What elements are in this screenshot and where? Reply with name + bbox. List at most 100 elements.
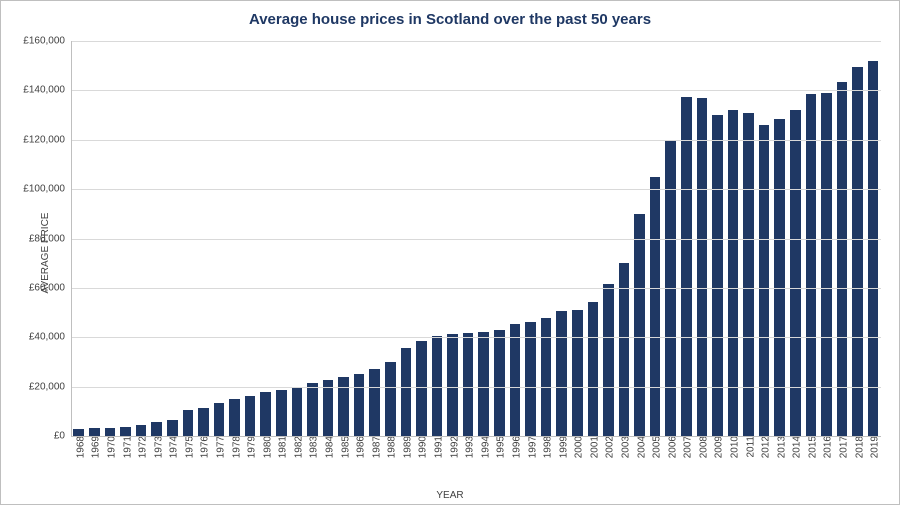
x-axis-label: YEAR [1,490,899,501]
x-tick-label: 2009 [710,436,725,458]
bar [806,94,817,436]
x-tick-label: 1970 [102,436,117,458]
bar [401,348,412,436]
bar [759,125,770,436]
bar [183,410,194,436]
y-tick-label: £160,000 [23,36,71,47]
chart-title: Average house prices in Scotland over th… [1,11,899,28]
bar [292,387,303,436]
bar [494,330,505,436]
bar [650,177,661,436]
x-tick-label: 1980 [258,436,273,458]
gridline [71,239,881,240]
bar [603,284,614,436]
y-tick-label: £80,000 [29,233,71,244]
x-tick-label: 1976 [196,436,211,458]
chart-frame: Average house prices in Scotland over th… [0,0,900,505]
y-axis-label: AVERAGE PRICE [40,212,51,293]
x-tick-label: 2011 [741,436,756,458]
x-tick-label: 2000 [570,436,585,458]
bar [385,362,396,436]
bar [588,302,599,436]
y-tick-label: £20,000 [29,381,71,392]
bar [463,333,474,436]
y-tick-label: £100,000 [23,184,71,195]
y-tick-label: £40,000 [29,332,71,343]
bar [89,428,100,436]
gridline [71,436,881,437]
bar [525,322,536,436]
x-tick-label: 1990 [414,436,429,458]
x-tick-label: 2012 [757,436,772,458]
x-tick-label: 1975 [180,436,195,458]
bar [369,369,380,436]
bar [105,428,116,436]
gridline [71,41,881,42]
bar [136,425,147,436]
y-tick-label: £0 [54,431,71,442]
bar [245,396,256,436]
x-tick-label: 1983 [305,436,320,458]
x-tick-label: 2004 [632,436,647,458]
x-tick-label: 2007 [679,436,694,458]
bar [198,408,209,436]
x-tick-label: 1984 [321,436,336,458]
bar [323,380,334,436]
x-tick-label: 1974 [165,436,180,458]
x-tick-label: 1998 [539,436,554,458]
x-tick-label: 1989 [398,436,413,458]
bar [73,429,84,436]
x-tick-label: 1994 [476,436,491,458]
x-tick-label: 1999 [554,436,569,458]
bar [276,390,287,436]
x-tick-label: 1969 [87,436,102,458]
x-tick-label: 1979 [243,436,258,458]
bar [681,97,692,436]
bar [821,93,832,436]
bar [852,67,863,436]
x-tick-label: 1986 [352,436,367,458]
x-tick-label: 2015 [803,436,818,458]
x-tick-label: 2008 [694,436,709,458]
x-tick-label: 1988 [383,436,398,458]
x-tick-label: 2013 [772,436,787,458]
x-tick-label: 1978 [227,436,242,458]
gridline [71,288,881,289]
y-axis-line [71,41,72,436]
x-tick-label: 1985 [336,436,351,458]
bar [774,119,785,436]
x-tick-label: 2001 [585,436,600,458]
x-tick-label: 1971 [118,436,133,458]
x-tick-label: 2002 [601,436,616,458]
gridline [71,189,881,190]
bar [712,115,723,436]
x-tick-label: 1977 [211,436,226,458]
bar [354,374,365,436]
bar [556,311,567,436]
bar [214,403,225,436]
bar [634,214,645,436]
x-tick-label: 2010 [726,436,741,458]
x-tick-label: 2018 [850,436,865,458]
bar [120,427,131,436]
x-tick-label: 2017 [835,436,850,458]
bar [229,399,240,436]
bar [868,61,879,436]
x-tick-label: 1996 [507,436,522,458]
bar [572,310,583,436]
x-tick-label: 2003 [616,436,631,458]
x-tick-label: 1992 [445,436,460,458]
gridline [71,337,881,338]
x-tick-label: 2014 [788,436,803,458]
bar [307,383,318,436]
x-tick-label: 1982 [289,436,304,458]
bar [167,420,178,436]
bar [447,334,458,436]
x-tick-label: 1987 [367,436,382,458]
x-tick-label: 2019 [866,436,881,458]
bar [837,82,848,436]
x-tick-label: 2016 [819,436,834,458]
x-tick-label: 2005 [648,436,663,458]
bar [260,392,271,436]
y-tick-label: £120,000 [23,134,71,145]
